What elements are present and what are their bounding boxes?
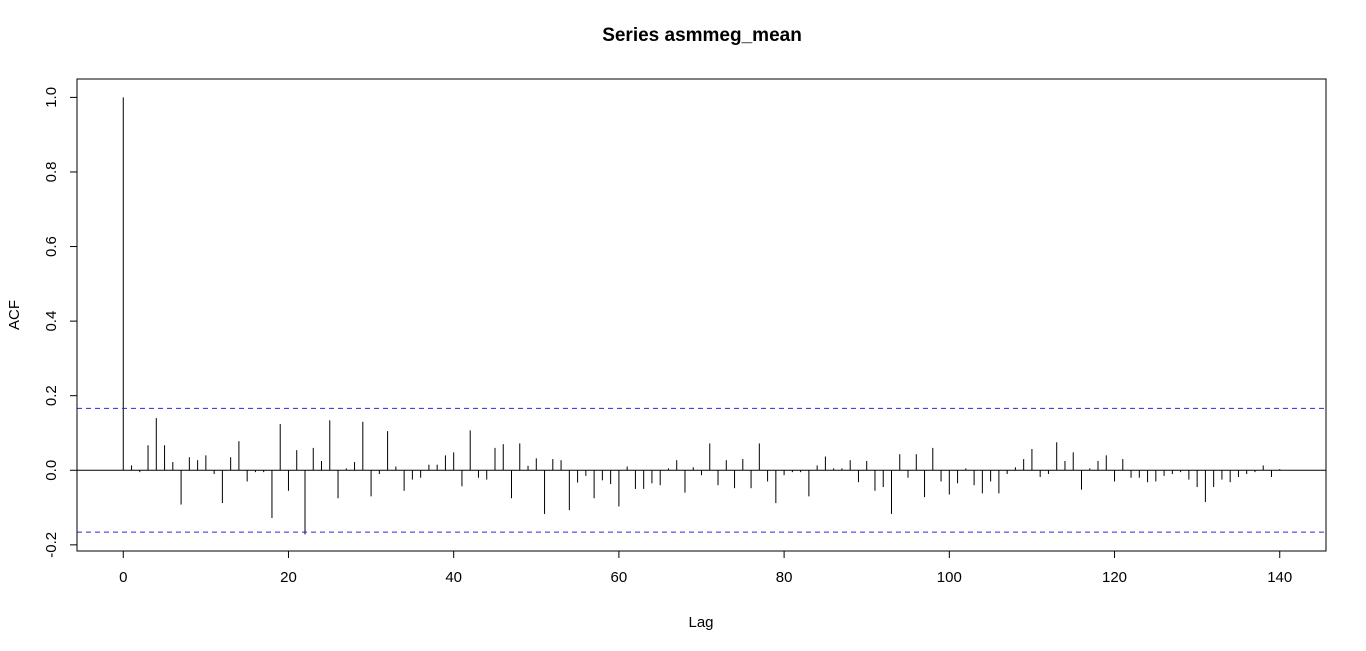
x-tick-label-100: 100 [937, 569, 962, 586]
x-tick-label-120: 120 [1102, 569, 1127, 586]
y-tick-label-6: 1.0 [43, 87, 60, 108]
x-tick-label-80: 80 [776, 569, 793, 586]
x-tick-label-60: 60 [611, 569, 628, 586]
y-tick-label-3: 0.4 [43, 311, 60, 332]
x-axis-label: Lag [688, 614, 713, 631]
y-tick-label-4: 0.6 [43, 236, 60, 257]
y-tick-label-1: 0.0 [43, 460, 60, 481]
x-tick-label-140: 140 [1267, 569, 1292, 586]
y-axis-label: ACF [6, 300, 23, 330]
y-tick-label-5: 0.8 [43, 162, 60, 183]
acf-bars [122, 97, 1281, 535]
y-axis: -0.2 0.0 0.2 0.4 0.6 0.8 1.0 [43, 87, 78, 558]
chart-title: Series asmmeg_mean [602, 25, 802, 46]
x-tick-label-0: 0 [119, 569, 127, 586]
x-tick-label-20: 20 [280, 569, 297, 586]
plot-frame [76, 78, 1327, 552]
x-axis: 0 20 40 60 80 100 120 140 [119, 550, 1292, 586]
confidence-bounds [77, 407, 1326, 533]
x-tick-label-40: 40 [445, 569, 462, 586]
y-tick-label-2: 0.2 [43, 385, 60, 406]
y-tick-label-0: -0.2 [43, 532, 60, 558]
